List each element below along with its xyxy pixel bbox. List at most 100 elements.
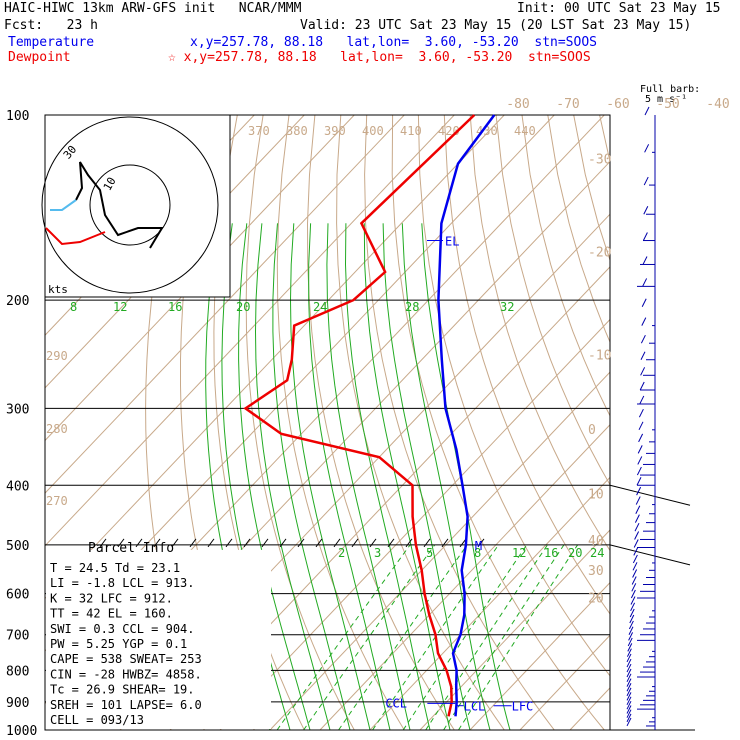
theta-label: 280 — [46, 422, 68, 436]
parcel-info-row: K = 32 LFC = 912. — [50, 591, 173, 605]
m-label: M — [475, 539, 482, 553]
moist-adiabat-line — [289, 223, 371, 730]
wind-barb — [640, 367, 646, 376]
wind-barb — [639, 381, 645, 391]
parcel-info-row: CELL = 093/13 — [50, 713, 144, 727]
parcel-panel-bg — [46, 549, 271, 729]
profiles: EL M CCL LCL LFC — [243, 114, 534, 717]
lcl-label: LCL — [464, 700, 486, 714]
parcel-info-row: PW = 5.25 YGP = 0.1 — [50, 637, 187, 651]
dry-adiabat-line — [417, 115, 610, 677]
hodograph-trace — [45, 227, 106, 246]
wind-barb — [638, 421, 644, 431]
parcel-info-panel: Parcel Info T = 24.5 Td = 23.1LI = -1.8 L… — [46, 541, 271, 729]
freezing-hatch — [261, 538, 269, 548]
barb-legend-units: 5 m s⁻¹ — [645, 94, 688, 105]
ccl-label: CCL — [385, 696, 407, 710]
freezing-hatch — [441, 538, 449, 548]
wind-barb — [636, 466, 642, 476]
wind-barb — [630, 589, 636, 599]
hodograph-ring-label: 10 — [101, 175, 119, 193]
mixing-ratio-label: 20 — [568, 546, 582, 560]
pressure-label: 200 — [6, 294, 29, 309]
wind-barb — [642, 232, 648, 241]
freezing-hatch — [315, 538, 323, 548]
mixing-ratio-line — [443, 544, 565, 730]
wind-barb — [641, 317, 647, 326]
isotherm-line — [45, 115, 455, 547]
mixing-ratio-line — [276, 544, 411, 730]
freezing-hatch — [333, 538, 341, 548]
dry-adiabat-line — [573, 115, 610, 262]
isotherm-label: 30 — [588, 564, 604, 579]
parcel-info-row: SWI = 0.3 CCL = 904. — [50, 622, 195, 636]
theta-label: 400 — [362, 124, 384, 138]
freezing-hatch — [189, 538, 197, 548]
moist-adiabat-line — [326, 223, 411, 730]
wind-barb — [628, 620, 634, 630]
barb-guide-line — [609, 544, 691, 566]
isotherm-label: 20 — [588, 591, 604, 606]
isotherm-label: 40 — [588, 534, 604, 549]
parcel-info-title: Parcel Info — [88, 541, 174, 556]
moist-adiabat-line — [308, 223, 391, 730]
wind-barb — [626, 692, 632, 701]
pressure-label: 100 — [6, 109, 29, 124]
wind-barb — [626, 648, 632, 657]
mixing-ratio-label: 16 — [544, 546, 558, 560]
temperature-info: x,y=257.78, 88.18 lat,lon= 3.60, -53.20 … — [190, 35, 597, 50]
wind-barb — [642, 256, 648, 265]
wind-barb — [626, 673, 632, 683]
isotherm-label: -40 — [706, 97, 729, 112]
theta-label: 440 — [514, 124, 536, 138]
isotherm-label: -80 — [506, 97, 529, 112]
wind-barbs — [626, 106, 656, 730]
parcel-info-row: T = 24.5 Td = 23.1 — [50, 561, 180, 575]
freezing-hatch — [279, 538, 287, 548]
wind-barb — [626, 668, 632, 678]
wind-barb — [626, 705, 632, 714]
pressure-label: 900 — [6, 696, 29, 711]
mixing-ratio-label: 12 — [113, 300, 127, 314]
pressure-label: 500 — [6, 539, 29, 554]
freezing-hatch — [297, 538, 305, 548]
isotherm-line — [369, 476, 610, 730]
hodograph-units: kts — [48, 283, 68, 296]
wind-barb — [626, 663, 632, 673]
wind-barb — [626, 653, 632, 663]
mixing-ratio-label: 24 — [590, 546, 604, 560]
freezing-hatch — [369, 538, 377, 548]
temperature-profile — [437, 114, 496, 717]
isotherm-label: -20 — [588, 246, 611, 261]
dry-adiabat-line — [729, 115, 740, 730]
freezing-hatch — [243, 538, 251, 548]
pressure-label: 300 — [6, 402, 29, 417]
parcel-info-row: Tc = 26.9 SHEAR= 19. — [50, 683, 195, 697]
pressure-label: 600 — [6, 588, 29, 603]
isotherm-line — [319, 424, 610, 730]
dry-adiabat-line — [391, 115, 605, 730]
mixing-ratio-line — [372, 544, 499, 730]
wind-barb — [642, 278, 648, 287]
mixing-ratio-label: 2 — [338, 546, 345, 560]
wind-barb — [631, 583, 637, 592]
freezing-hatch — [117, 538, 125, 548]
lfc-label: LFC — [512, 700, 534, 714]
wind-barb — [631, 576, 637, 585]
wind-barb — [635, 505, 641, 514]
theta-label: 390 — [324, 124, 346, 138]
wind-barb — [629, 614, 635, 624]
hodograph-ring — [89, 164, 171, 246]
pressure-label: 800 — [6, 664, 29, 679]
freezing-hatch — [387, 538, 395, 548]
wind-barb — [636, 477, 642, 486]
parcel-info-row: CAPE = 538 SWEAT= 253 — [50, 652, 202, 666]
theta-label: 270 — [46, 494, 68, 508]
dewpoint-info: ☆ x,y=257.78, 88.18 lat,lon= 3.60, -53.2… — [168, 50, 591, 65]
dry-adiabat-line — [306, 115, 455, 730]
mixing-ratio-label: 16 — [168, 300, 182, 314]
wind-barb — [632, 562, 638, 571]
parcel-info-row: CIN = -28 HWBZ= 4858. — [50, 667, 202, 681]
